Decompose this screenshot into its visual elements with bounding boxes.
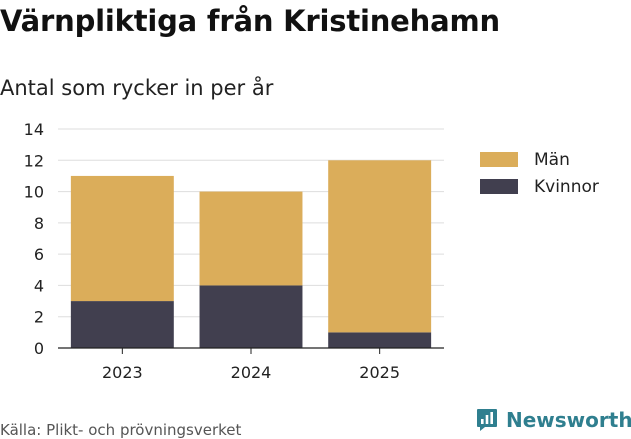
legend: Män Kvinnor xyxy=(480,146,599,200)
legend-swatch-man xyxy=(480,152,518,167)
x-tick-label: 2023 xyxy=(102,363,143,382)
legend-label-kvinnor: Kvinnor xyxy=(534,176,599,197)
newsworthy-logo-icon xyxy=(477,409,497,431)
legend-item-man: Män xyxy=(480,146,599,173)
legend-label-man: Män xyxy=(534,149,570,170)
chart-subtitle: Antal som rycker in per år xyxy=(0,76,274,100)
y-tick-label: 10 xyxy=(24,183,44,202)
x-tick-label: 2025 xyxy=(359,363,400,382)
source-note: Källa: Plikt- och prövningsverket xyxy=(0,421,242,439)
brand[interactable]: Newsworthy xyxy=(476,408,631,432)
y-tick-label: 0 xyxy=(34,339,44,358)
bar-m-n-2023 xyxy=(70,175,174,302)
bar-kvinnor-2024 xyxy=(199,285,303,348)
y-tick-label: 8 xyxy=(34,214,44,233)
bar-kvinnor-2023 xyxy=(70,301,174,348)
bar-m-n-2025 xyxy=(328,160,432,333)
y-tick-label: 2 xyxy=(34,308,44,327)
y-tick-label: 4 xyxy=(34,276,44,295)
stacked-bar-chart: 0 2 4 6 8 10 12 14 2023 2024 2025 xyxy=(24,120,444,382)
y-tick-label: 6 xyxy=(34,245,44,264)
y-tick-label: 14 xyxy=(24,120,44,139)
y-tick-label: 12 xyxy=(24,151,44,170)
legend-swatch-kvinnor xyxy=(480,179,518,194)
chart-title: Värnpliktiga från Kristinehamn xyxy=(0,4,500,38)
legend-item-kvinnor: Kvinnor xyxy=(480,173,599,200)
x-tick-label: 2024 xyxy=(231,363,272,382)
bar-m-n-2024 xyxy=(199,191,303,286)
brand-name: Newsworthy xyxy=(506,408,631,432)
bar-kvinnor-2025 xyxy=(328,332,432,348)
